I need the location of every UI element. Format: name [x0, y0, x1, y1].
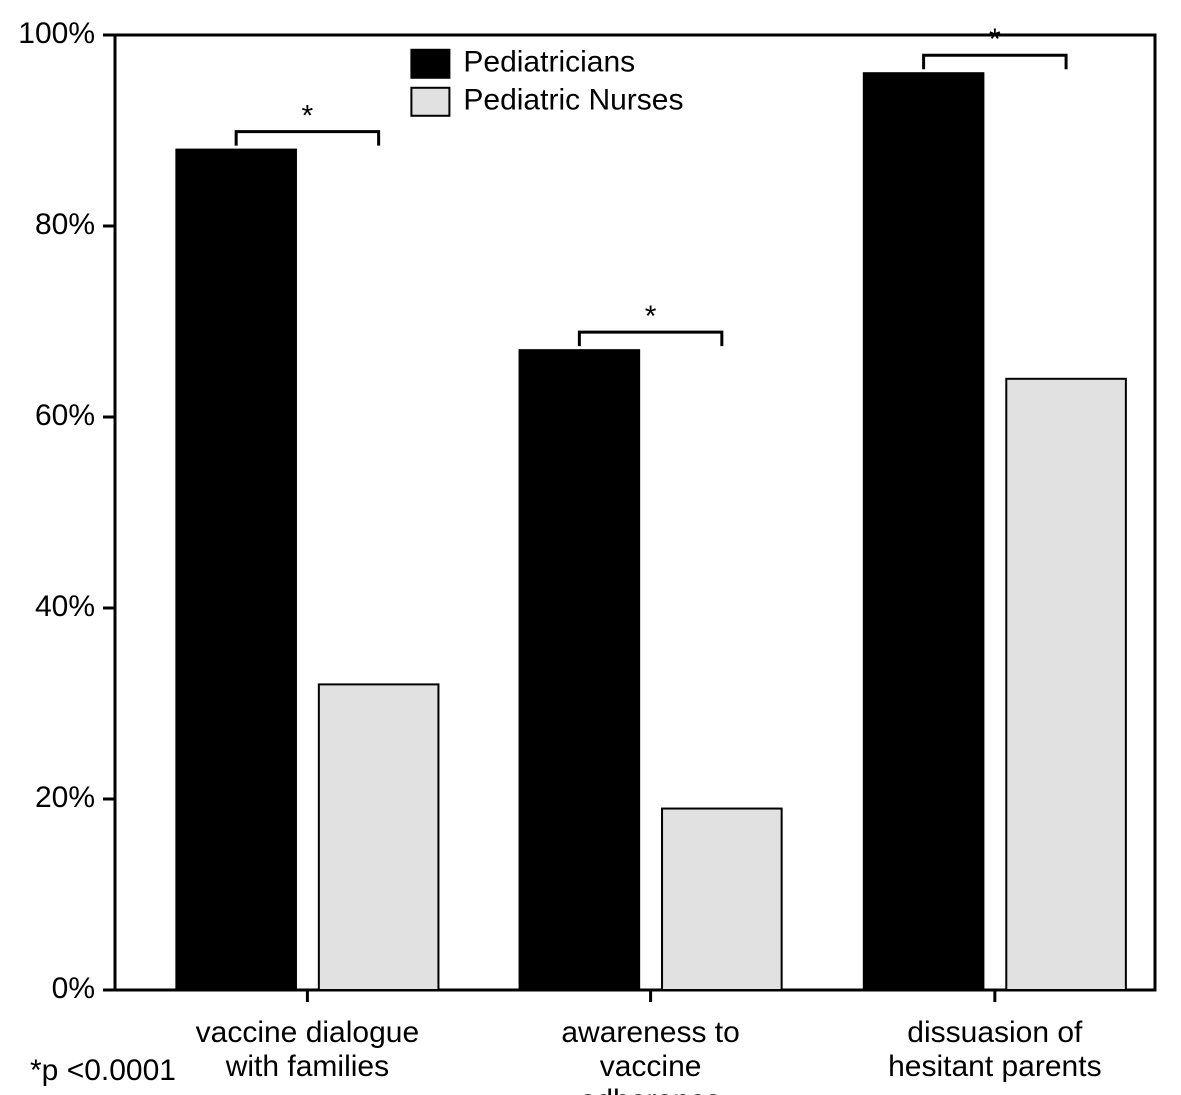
- legend-label: Pediatricians: [463, 46, 635, 79]
- legend-swatch: [411, 88, 449, 116]
- significance-star: *: [989, 23, 1001, 56]
- legend-label: Pediatric Nurses: [463, 84, 683, 117]
- x-category-label: with families: [225, 1050, 389, 1083]
- y-tick-label: 60%: [35, 399, 95, 432]
- y-tick-label: 20%: [35, 781, 95, 814]
- footnote: *p <0.0001: [30, 1054, 176, 1087]
- bar-chart: 0% 20% 40% 60% 80% 100% vaccine dialoguewith f…: [0, 0, 1181, 1095]
- bar: [1006, 379, 1126, 990]
- significance-star: *: [645, 300, 657, 333]
- x-category-label: awareness to: [561, 1016, 739, 1049]
- x-category-label: hesitant parents: [888, 1050, 1101, 1083]
- significance-star: *: [302, 100, 314, 133]
- y-tick-label: 0%: [52, 972, 95, 1005]
- bar: [520, 350, 640, 990]
- bar: [319, 684, 439, 990]
- y-tick-label: 80%: [35, 208, 95, 241]
- y-tick-label: 100%: [18, 17, 95, 50]
- x-category-label: vaccine: [600, 1050, 702, 1083]
- bar: [176, 150, 296, 990]
- y-tick-label: 40%: [35, 590, 95, 623]
- bar: [662, 809, 782, 990]
- x-category-label: adherence: [580, 1084, 722, 1095]
- x-category-label: dissuasion of: [907, 1016, 1083, 1049]
- legend-swatch: [411, 50, 449, 78]
- x-category-label: vaccine dialogue: [196, 1016, 420, 1049]
- bar: [864, 73, 984, 990]
